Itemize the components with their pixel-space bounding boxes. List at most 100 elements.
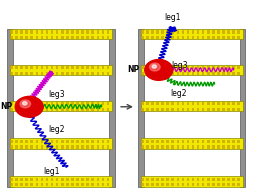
Bar [141, 176, 243, 187]
Bar [30, 145, 33, 149]
Bar [227, 183, 230, 186]
Bar [107, 108, 109, 111]
Bar [212, 178, 215, 181]
Circle shape [20, 100, 30, 108]
Bar [232, 140, 235, 143]
Bar [46, 36, 48, 39]
Bar [97, 36, 99, 39]
Bar [166, 72, 169, 75]
Bar [161, 30, 164, 33]
Bar [102, 72, 104, 75]
Bar [102, 36, 104, 39]
Bar [15, 72, 18, 75]
Bar [15, 102, 18, 105]
Bar [10, 101, 112, 111]
Bar [30, 36, 33, 39]
Bar [51, 66, 53, 69]
Bar [51, 72, 53, 75]
Text: NP: NP [128, 65, 140, 74]
Bar [10, 176, 112, 187]
Bar [237, 140, 240, 143]
Bar [20, 72, 23, 75]
Bar [212, 30, 215, 33]
Bar [177, 145, 179, 149]
Bar [76, 72, 79, 75]
Bar [56, 36, 58, 39]
Bar [97, 178, 99, 181]
Bar [222, 30, 225, 33]
Bar [81, 108, 84, 111]
Bar [232, 66, 235, 69]
Bar [102, 145, 104, 149]
Bar [66, 108, 69, 111]
Bar [10, 145, 13, 149]
Bar [141, 36, 144, 39]
Bar [86, 102, 89, 105]
Bar [141, 102, 144, 105]
Bar [217, 72, 220, 75]
Bar [232, 145, 235, 149]
Bar [182, 183, 184, 186]
Bar [232, 178, 235, 181]
Bar [166, 108, 169, 111]
Bar [71, 36, 74, 39]
Bar [86, 72, 89, 75]
Bar [25, 30, 28, 33]
Bar [30, 30, 33, 33]
Bar [15, 66, 18, 69]
Bar [146, 30, 149, 33]
Bar [71, 30, 74, 33]
Bar [207, 145, 210, 149]
Bar [141, 138, 243, 149]
Bar [36, 102, 38, 105]
Bar [15, 178, 18, 181]
Bar [161, 108, 164, 111]
Bar [217, 108, 220, 111]
Bar [7, 29, 13, 187]
Bar [156, 72, 159, 75]
Bar [222, 102, 225, 105]
Bar [10, 140, 13, 143]
Bar [212, 140, 215, 143]
Bar [237, 145, 240, 149]
Bar [202, 66, 204, 69]
Bar [141, 30, 144, 33]
Bar [227, 66, 230, 69]
Bar [141, 183, 144, 186]
Bar [202, 145, 204, 149]
Bar [177, 36, 179, 39]
Bar [71, 178, 74, 181]
Bar [237, 178, 240, 181]
Bar [146, 72, 149, 75]
Bar [107, 140, 109, 143]
Bar [141, 108, 144, 111]
Bar [141, 145, 144, 149]
Bar [25, 36, 28, 39]
Bar [15, 108, 18, 111]
Bar [151, 145, 154, 149]
Bar [61, 108, 64, 111]
Bar [41, 30, 43, 33]
Bar [30, 66, 33, 69]
Bar [202, 30, 204, 33]
Bar [71, 108, 74, 111]
Bar [61, 178, 64, 181]
Bar [81, 72, 84, 75]
Bar [217, 30, 220, 33]
Bar [166, 140, 169, 143]
Bar [182, 102, 184, 105]
Bar [36, 183, 38, 186]
Text: leg1: leg1 [43, 167, 60, 177]
Bar [76, 183, 79, 186]
Bar [151, 36, 154, 39]
Bar [161, 140, 164, 143]
Bar [217, 36, 220, 39]
Bar [10, 138, 112, 149]
Bar [161, 66, 164, 69]
Bar [56, 140, 58, 143]
Bar [30, 108, 33, 111]
Bar [156, 108, 159, 111]
Bar [30, 72, 33, 75]
Bar [177, 178, 179, 181]
Bar [237, 36, 240, 39]
